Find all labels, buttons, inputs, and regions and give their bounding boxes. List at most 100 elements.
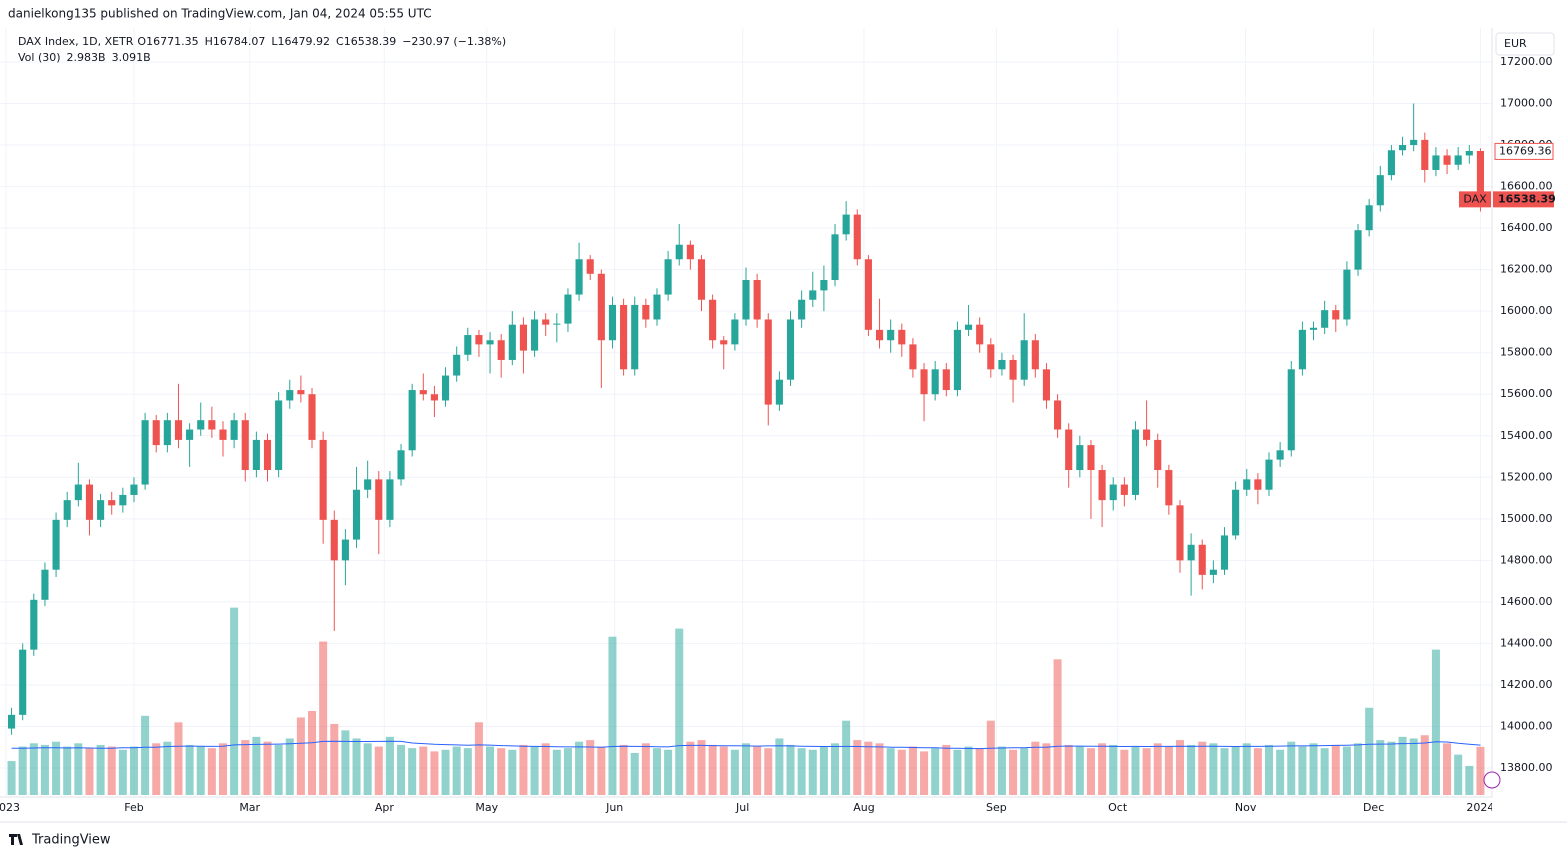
volume-bar xyxy=(1142,748,1151,795)
volume-bar xyxy=(842,720,851,795)
timeframe-icon xyxy=(1483,771,1501,789)
candle-body xyxy=(953,329,961,391)
candle-body xyxy=(987,344,995,370)
y-tick-label: 14800.00 xyxy=(1500,553,1553,566)
y-tick-label: 15600.00 xyxy=(1500,387,1553,400)
candle-body xyxy=(1087,445,1095,471)
volume-bar xyxy=(385,736,394,795)
volume-bar xyxy=(953,749,962,795)
volume-bar xyxy=(1376,740,1385,795)
volume-bar xyxy=(85,748,94,795)
candle-body xyxy=(575,259,583,295)
candle-body xyxy=(564,294,572,324)
volume-bar xyxy=(975,748,984,795)
candle-body xyxy=(1398,145,1407,151)
candle-body xyxy=(931,369,939,395)
candle-body xyxy=(1254,479,1262,490)
legend-text: 16771.35 xyxy=(146,35,199,48)
volume-bar xyxy=(708,744,717,795)
candle-body xyxy=(453,354,461,376)
volume-bar xyxy=(7,761,16,795)
candle-body xyxy=(764,319,772,405)
volume-bar xyxy=(341,730,350,795)
candle-body xyxy=(887,329,895,341)
volume-bar xyxy=(608,636,617,795)
last-price-label: 16538.39 xyxy=(1498,192,1556,205)
volume-bar xyxy=(452,746,461,795)
volume-bar xyxy=(1331,744,1340,795)
volume-bar xyxy=(641,743,650,795)
volume-bar xyxy=(218,743,227,795)
candle-body xyxy=(686,244,694,260)
volume-bar xyxy=(419,746,428,795)
volume-bar xyxy=(764,748,773,795)
legend-text: C xyxy=(336,35,344,48)
candle-body xyxy=(1309,327,1318,330)
x-axis: 2023 Feb Mar Apr May Jun Jul Aug Sep Oct Nov Dec 202… xyxy=(0,796,1567,814)
volume-bar xyxy=(1086,748,1095,795)
candle-body xyxy=(330,519,338,561)
candle-body xyxy=(30,599,38,650)
volume-bar xyxy=(986,720,995,795)
volume-bar xyxy=(719,746,728,795)
candle-body xyxy=(397,450,405,480)
candle-body xyxy=(241,420,249,471)
y-tick-label: 17200.00 xyxy=(1500,55,1553,68)
candle-body xyxy=(408,390,416,451)
candle-body xyxy=(1143,429,1151,440)
volume-bar xyxy=(29,743,38,795)
candle-body xyxy=(1421,139,1429,170)
volume-bar xyxy=(563,748,572,795)
candle-body xyxy=(364,479,372,490)
volume-bar xyxy=(1231,746,1240,795)
volume-bar xyxy=(619,744,628,795)
candle-body xyxy=(341,539,349,561)
candle-body xyxy=(1321,310,1329,328)
candle-body xyxy=(163,420,171,446)
candle-body xyxy=(1054,400,1062,430)
volume-bar xyxy=(1276,749,1285,795)
volume-bar xyxy=(741,743,751,795)
volume-bar xyxy=(308,711,317,795)
volume-bar xyxy=(296,717,305,795)
volume-bar xyxy=(174,722,183,795)
legend-text: DAX Index, 1D, XETR xyxy=(18,35,134,48)
x-tick-label: Sep xyxy=(986,801,1007,814)
header-text: danielkong135 published on TradingView.c… xyxy=(8,7,432,21)
volume-bar xyxy=(152,743,161,795)
candle-body xyxy=(1265,459,1273,490)
volume-bar xyxy=(1420,735,1429,795)
candle-body xyxy=(942,369,950,391)
volume-bar xyxy=(1220,748,1229,795)
volume-bar xyxy=(552,749,561,795)
candle-body xyxy=(108,500,116,506)
candle-body xyxy=(1198,544,1206,575)
volume-bar xyxy=(942,744,951,795)
y-tick-label: 16000.00 xyxy=(1500,304,1553,317)
volume-bar xyxy=(397,744,406,795)
candle-body xyxy=(742,280,750,320)
candle-body xyxy=(775,379,783,405)
candle-body xyxy=(263,439,272,471)
volume-bar xyxy=(263,741,272,795)
candle-body xyxy=(119,494,127,506)
candle-body xyxy=(85,484,94,520)
brand-logo xyxy=(9,834,23,845)
candle-body xyxy=(319,439,327,520)
price-axis-panel xyxy=(1492,0,1567,820)
volume-bar xyxy=(519,744,528,795)
candle-body xyxy=(208,420,216,430)
volume-bar xyxy=(1342,746,1351,795)
x-tick-label: Oct xyxy=(1108,801,1128,814)
last-price-box xyxy=(1493,191,1554,208)
candle-body xyxy=(998,359,1006,370)
y-tick-label: 14000.00 xyxy=(1500,719,1553,732)
candle-body xyxy=(976,324,984,345)
volume-bar xyxy=(363,743,372,795)
candle-body xyxy=(1065,429,1073,471)
volume-bar xyxy=(1320,748,1329,795)
volume-bar xyxy=(18,746,27,795)
volume-bar xyxy=(352,738,361,795)
x-tick-label: Jun xyxy=(605,801,623,814)
